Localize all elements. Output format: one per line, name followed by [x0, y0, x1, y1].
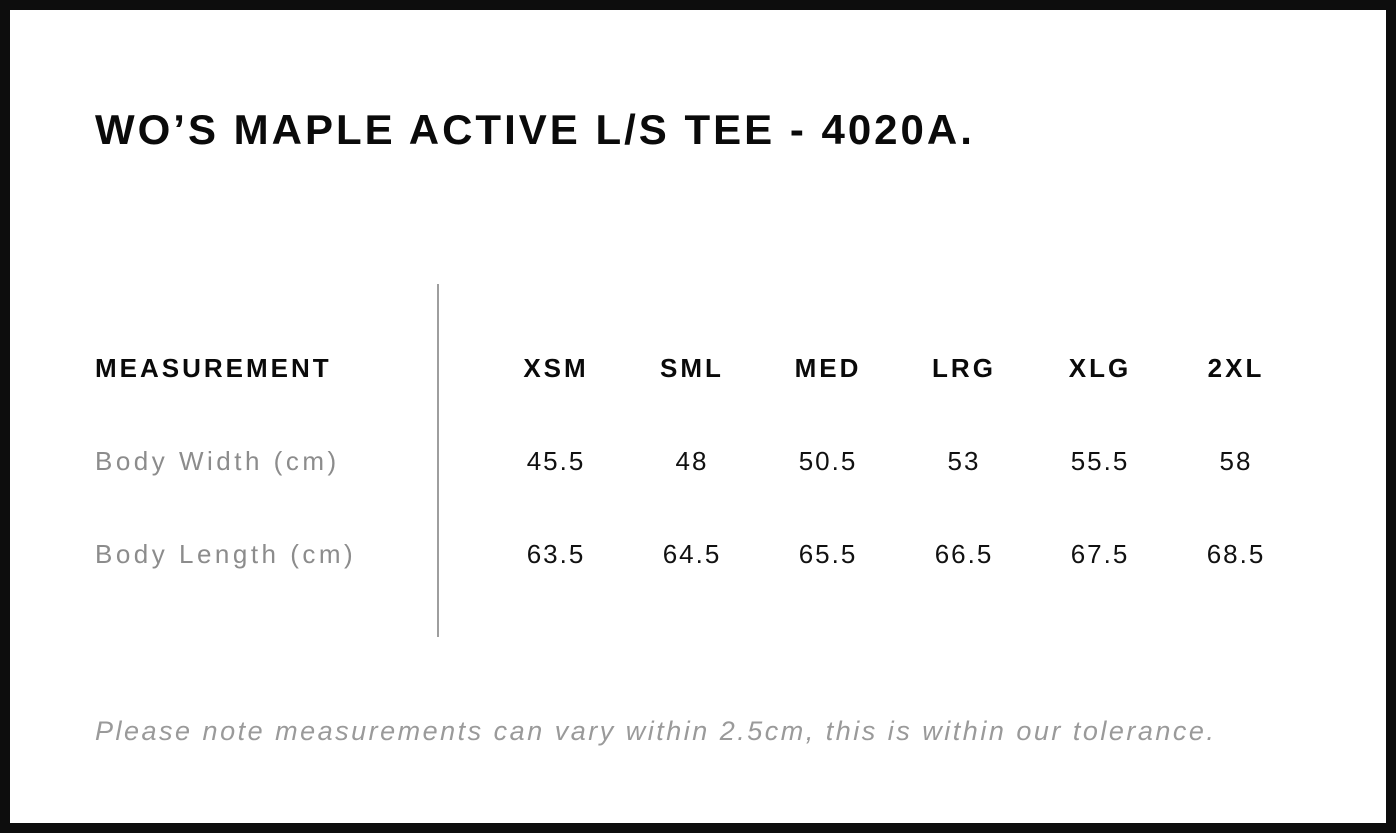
page-title: WO’S MAPLE ACTIVE L/S TEE - 4020A. — [95, 106, 975, 153]
body-width-xlg: 55.5 — [1070, 446, 1130, 476]
body-width-2xl: 58 — [1219, 446, 1253, 476]
table-row-body-length: Body Length (cm) 63.5 64.5 65.5 66.5 67.… — [95, 539, 1304, 569]
body-width-lrg: 53 — [947, 446, 981, 476]
measurement-column-header: MEASUREMENT — [95, 353, 332, 383]
table-header-row: MEASUREMENT XSM SML MED LRG XLG 2XL — [95, 353, 1304, 383]
size-header-med: MED — [794, 353, 862, 383]
body-length-med: 65.5 — [798, 539, 858, 569]
size-header-xlg: XLG — [1068, 353, 1132, 383]
size-header-sml: SML — [660, 353, 724, 383]
tolerance-note: Please note measurements can vary within… — [95, 716, 1217, 746]
body-length-xlg: 67.5 — [1070, 539, 1130, 569]
row-label-body-length: Body Length (cm) — [95, 539, 357, 569]
body-length-xsm: 63.5 — [526, 539, 586, 569]
size-header-xsm: XSM — [523, 353, 589, 383]
body-length-sml: 64.5 — [662, 539, 722, 569]
table-row-body-width: Body Width (cm) 45.5 48 50.5 53 55.5 58 — [95, 446, 1304, 476]
size-header-2xl: 2XL — [1207, 353, 1265, 383]
size-header-lrg: LRG — [932, 353, 996, 383]
body-width-sml: 48 — [675, 446, 709, 476]
body-length-2xl: 68.5 — [1206, 539, 1266, 569]
body-length-lrg: 66.5 — [934, 539, 994, 569]
table-vertical-divider — [437, 284, 439, 637]
body-width-med: 50.5 — [798, 446, 858, 476]
row-label-body-width: Body Width (cm) — [95, 446, 340, 476]
body-width-xsm: 45.5 — [526, 446, 586, 476]
